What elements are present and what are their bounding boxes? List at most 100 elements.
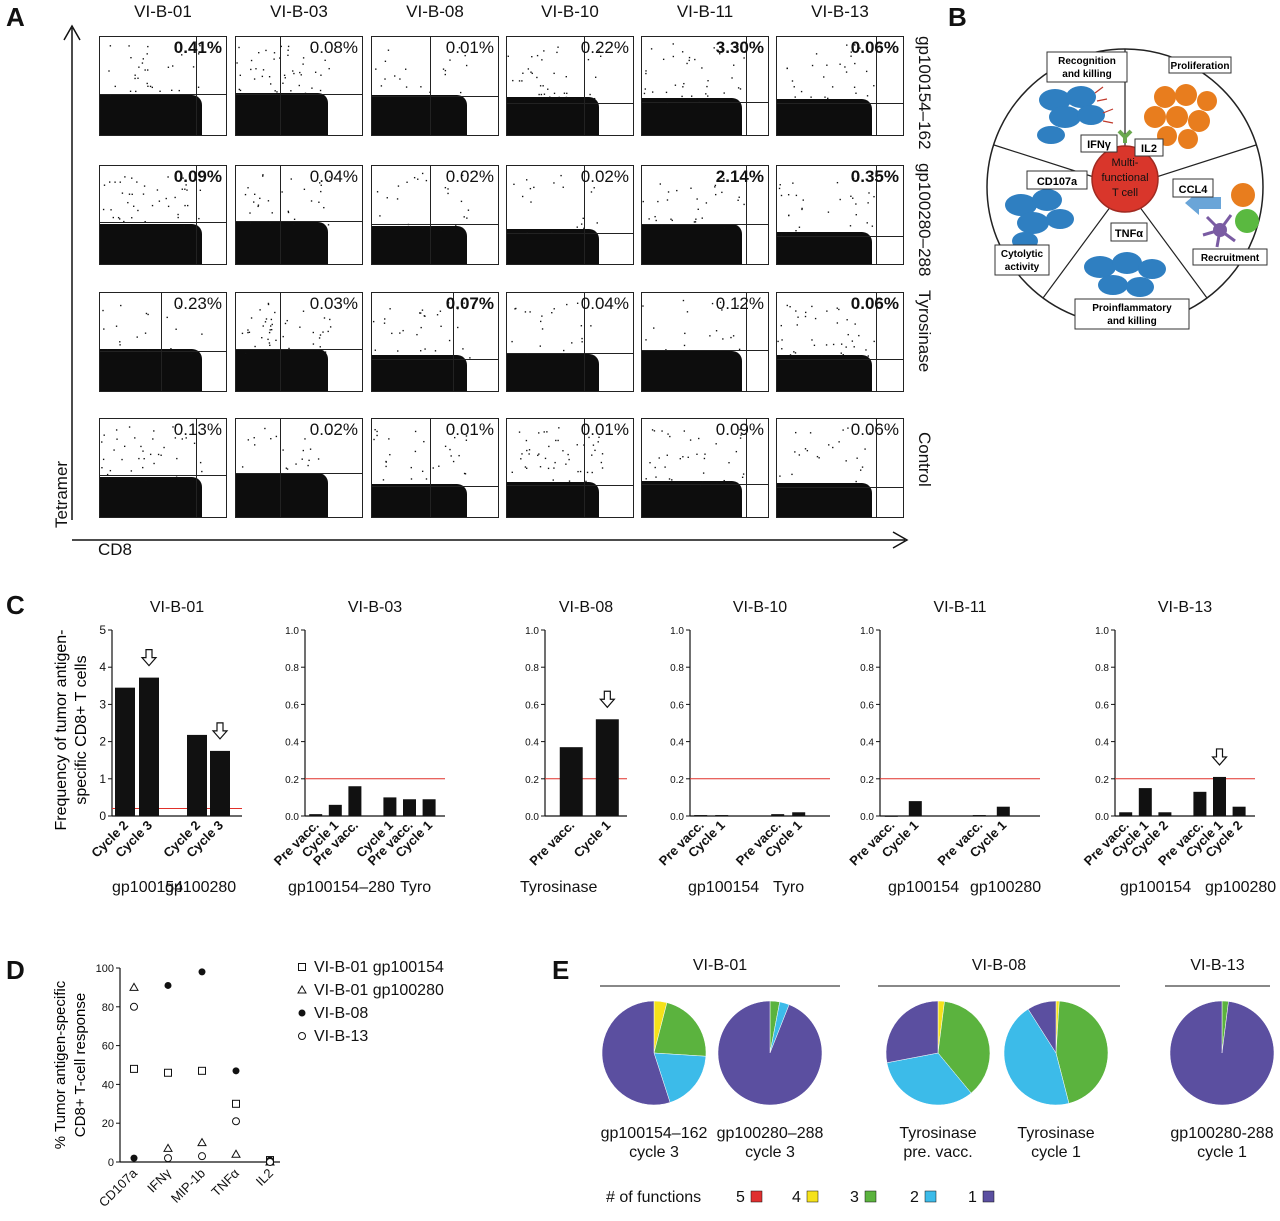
bar	[694, 815, 708, 816]
pie-slice	[717, 1000, 823, 1106]
marker-triangle	[231, 1149, 241, 1158]
cell-population	[642, 481, 742, 517]
gate-percentage: 0.35%	[850, 167, 899, 186]
x-tick-label: IFNγ	[144, 1165, 174, 1195]
cell-population	[777, 232, 872, 264]
gate-percentage: 0.12%	[715, 294, 764, 313]
cell-population	[372, 484, 467, 517]
events-scatter	[102, 176, 202, 227]
y-tick-label: 1.0	[670, 626, 684, 637]
panel-a-axes	[63, 24, 909, 549]
panel-letter-d: D	[6, 955, 25, 985]
cell-population	[372, 226, 467, 264]
pie-legend-label: 3	[850, 1189, 859, 1206]
legend-label: VI-B-01 gp100154	[314, 959, 444, 976]
gate-horizontal-line	[507, 103, 633, 104]
gate-horizontal-line	[100, 475, 226, 476]
pie-slice	[601, 1000, 671, 1106]
antigen-group-label: gp100154	[888, 879, 959, 896]
gate-percentage: 0.02%	[445, 167, 494, 186]
facs-plot: 0.22%	[506, 36, 634, 136]
gate-percentage: 0.41%	[173, 38, 222, 57]
gate-vertical-line	[161, 293, 163, 391]
y-tick-label: 0.6	[670, 700, 684, 711]
proinflammatory-cells-icon	[1084, 252, 1166, 297]
label-recruitment: Recruitment	[1201, 253, 1260, 264]
facs-plot: 0.12%	[641, 292, 769, 392]
pie-legend-label: 1	[968, 1189, 977, 1206]
pie-group-title: VI-B-13	[1190, 957, 1244, 974]
receptor-icon	[1117, 129, 1133, 143]
center-cell-line-3: T cell	[1112, 187, 1138, 199]
events-scatter	[241, 302, 332, 355]
gate-horizontal-line	[642, 350, 768, 351]
panel-c-y-axis-label-line2: specific CD8+ T cells	[73, 655, 90, 804]
cell-population	[372, 95, 467, 135]
y-tick-label: 0.8	[285, 663, 299, 674]
y-tick-label: 40	[102, 1079, 114, 1091]
gate-vertical-line	[875, 293, 877, 391]
marker-filled-circle	[130, 1154, 138, 1162]
pie-slice	[1027, 1000, 1057, 1054]
pie-slice	[1169, 1000, 1275, 1106]
gate-horizontal-line	[372, 224, 498, 225]
facs-plot: 0.41%	[99, 36, 227, 136]
bar	[884, 816, 898, 817]
label-proliferation: Proliferation	[1171, 61, 1230, 72]
y-tick-label: 0.2	[860, 775, 874, 786]
facs-plot: 0.06%	[776, 292, 904, 392]
events-scatter	[779, 427, 871, 485]
marker-square	[232, 1099, 240, 1108]
y-tick-label: 0.0	[525, 812, 539, 823]
cd8-axis-label: CD8	[98, 540, 133, 559]
y-tick-label: 0.2	[285, 775, 299, 786]
marker-open-circle	[266, 1158, 274, 1166]
bar	[309, 814, 323, 816]
gate-percentage: 0.09%	[715, 420, 764, 439]
y-tick-label: 100	[96, 963, 114, 975]
gate-percentage: 0.02%	[309, 420, 358, 439]
gate-horizontal-line	[372, 359, 498, 360]
gate-vertical-line	[745, 293, 747, 391]
gate-horizontal-line	[777, 103, 903, 104]
events-scatter	[513, 174, 598, 234]
pie-group-title: VI-B-08	[972, 957, 1026, 974]
chart-title: VI-B-13	[1158, 599, 1212, 616]
gate-vertical-line	[583, 293, 585, 391]
gate-percentage: 0.22%	[580, 38, 629, 57]
cell-population	[100, 95, 203, 135]
legend-marker-triangle	[297, 984, 307, 994]
bar	[1193, 791, 1207, 816]
pie-slice	[885, 1000, 939, 1064]
y-tick-label: 2	[99, 735, 106, 749]
cell-population	[642, 98, 742, 135]
gate-percentage: 0.01%	[580, 420, 629, 439]
gate-vertical-line	[583, 37, 585, 135]
bar	[908, 801, 922, 816]
cell-population	[642, 224, 742, 264]
chart-title: VI-B-10	[733, 599, 787, 616]
gate-percentage: 0.06%	[850, 294, 899, 313]
gate-percentage: 0.02%	[580, 167, 629, 186]
response-arrow-icon	[598, 690, 616, 709]
bar	[403, 799, 416, 816]
gate-percentage: 0.23%	[173, 294, 222, 313]
cell-population	[372, 355, 467, 391]
pie-legend-label: 4	[792, 1189, 801, 1206]
facs-plot: 0.13%	[99, 418, 227, 518]
gate-vertical-line	[875, 166, 877, 264]
panel-a-column-header: VI-B-08	[406, 2, 464, 21]
y-tick-label: 0.8	[1095, 663, 1109, 674]
events-scatter	[642, 299, 741, 351]
label-recognition-1: Recognition	[1058, 56, 1116, 67]
panel-letter-b: B	[948, 2, 967, 32]
multifunctional-t-cell-icon	[1091, 145, 1159, 213]
marker-square	[130, 1064, 138, 1073]
gate-percentage: 0.04%	[580, 294, 629, 313]
bar	[595, 719, 619, 816]
antigen-group-label: gp100280	[165, 879, 236, 896]
y-tick-label: 1.0	[525, 626, 539, 637]
x-tick-label: IL2	[253, 1166, 276, 1189]
